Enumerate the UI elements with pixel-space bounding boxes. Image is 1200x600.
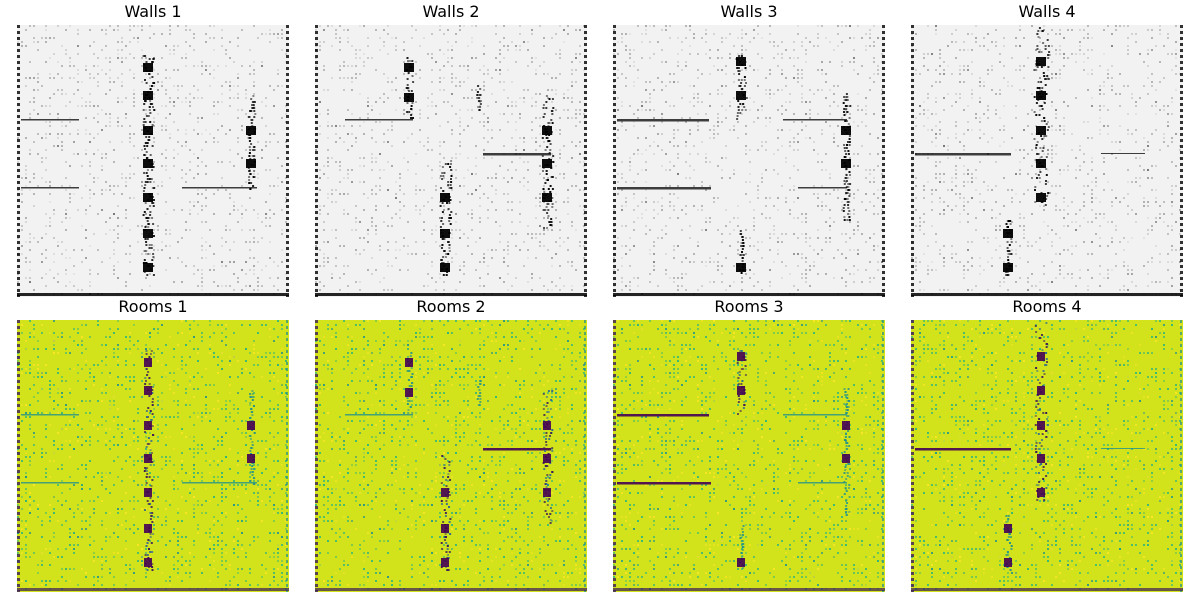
walls-heatmap-2 — [315, 25, 587, 297]
panel-title-rooms-1: Rooms 1 — [118, 297, 188, 316]
rooms-heatmap-1 — [17, 320, 289, 592]
panel-title-walls-4: Walls 4 — [1018, 2, 1076, 21]
walls-heatmap-2-svg — [315, 25, 587, 297]
walls-heatmap-3 — [613, 25, 885, 297]
rooms-heatmap-4 — [911, 320, 1183, 592]
panel-title-walls-3: Walls 3 — [720, 2, 778, 21]
panel-title-rooms-2: Rooms 2 — [416, 297, 486, 316]
rooms-heatmap-3-svg — [613, 320, 885, 592]
rooms-heatmap-1-svg — [17, 320, 289, 592]
rooms-heatmap-3 — [613, 320, 885, 592]
walls-heatmap-1-svg — [17, 25, 289, 297]
rooms-heatmap-4-svg — [911, 320, 1183, 592]
rooms-heatmap-2 — [315, 320, 587, 592]
panel-title-walls-2: Walls 2 — [422, 2, 480, 21]
walls-heatmap-4 — [911, 25, 1183, 297]
panel-title-rooms-3: Rooms 3 — [714, 297, 784, 316]
walls-heatmap-1 — [17, 25, 289, 297]
panel-title-walls-1: Walls 1 — [124, 2, 182, 21]
walls-heatmap-4-svg — [911, 25, 1183, 297]
walls-heatmap-3-svg — [613, 25, 885, 297]
rooms-heatmap-2-svg — [315, 320, 587, 592]
panel-title-rooms-4: Rooms 4 — [1012, 297, 1082, 316]
